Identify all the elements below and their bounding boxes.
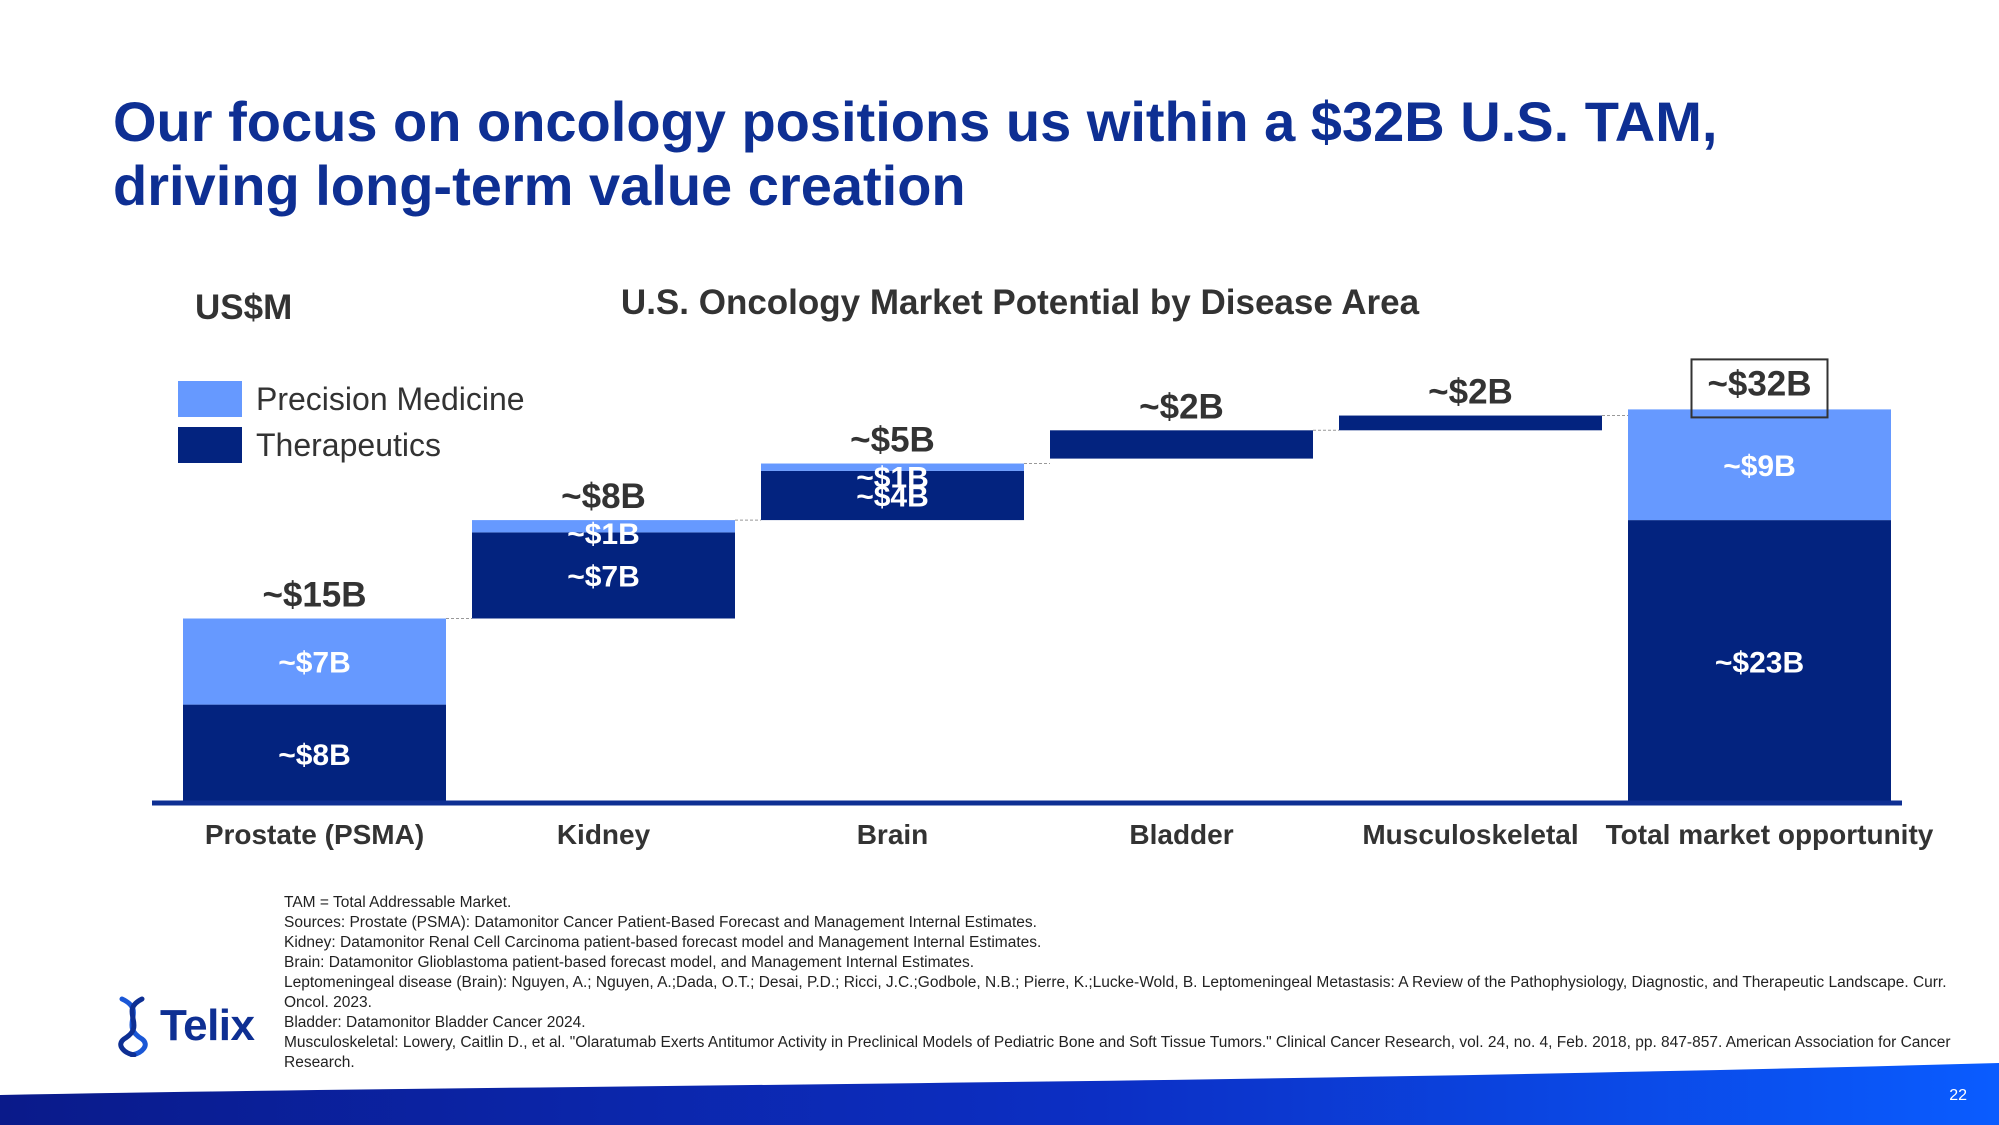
total-label: ~$5B [850, 421, 935, 460]
total-label: ~$32B [1707, 364, 1811, 403]
category-label: Prostate (PSMA) [205, 819, 424, 850]
bar-therapeutics [183, 704, 446, 803]
total-label: ~$2B [1428, 373, 1513, 412]
legend-item-therapeutics: Therapeutics [178, 422, 525, 468]
footnote: Kidney: Datamonitor Renal Cell Carcinoma… [284, 934, 1042, 951]
bar-precision-medicine [761, 463, 1024, 471]
footnote: TAM = Total Addressable Market. [284, 894, 512, 911]
footer-wave [0, 1063, 1999, 1125]
slide-title: Our focus on oncology positions us withi… [113, 90, 1718, 217]
chart-legend: Precision Medicine Therapeutics [178, 376, 525, 468]
footnote: Leptomeningeal disease (Brain): Nguyen, … [284, 974, 1947, 1011]
telix-helix-icon [118, 996, 148, 1057]
bar-therapeutics [1050, 430, 1313, 459]
segment-label-therapeutics: ~$4B [856, 481, 929, 514]
category-label: Bladder [1129, 819, 1233, 850]
chart-title: U.S. Oncology Market Potential by Diseas… [620, 283, 1420, 322]
legend-swatch-precision-medicine [178, 381, 242, 417]
segment-label-precision-medicine: ~$9B [1723, 450, 1796, 483]
segment-label-therapeutics: ~$8B [278, 739, 351, 772]
bar-precision-medicine [472, 520, 735, 533]
segment-label-precision-medicine: ~$7B [278, 647, 351, 680]
segment-label-therapeutics: ~$7B [567, 560, 640, 593]
footnote: Sources: Prostate (PSMA): Datamonitor Ca… [284, 914, 1037, 931]
segment-label-precision-medicine: ~$1B [856, 462, 929, 495]
legend-label-therapeutics: Therapeutics [256, 426, 441, 463]
telix-logo: Telix [112, 995, 255, 1057]
legend-item-precision-medicine: Precision Medicine [178, 376, 525, 422]
category-label: Musculoskeletal [1362, 819, 1578, 850]
unit-label: US$M [195, 288, 293, 327]
bar-therapeutics [761, 470, 1024, 521]
category-label: Brain [857, 819, 929, 850]
footnotes: TAM = Total Addressable Market. Sources:… [284, 893, 1984, 1073]
total-label: ~$2B [1139, 387, 1224, 426]
logo-wordmark: Telix [160, 1001, 255, 1050]
total-label-box [1690, 358, 1829, 419]
segment-label-precision-medicine: ~$1B [567, 518, 640, 551]
total-label: ~$15B [262, 576, 366, 615]
bar-precision-medicine [183, 618, 446, 705]
footnote: Brain: Datamonitor Glioblastoma patient-… [284, 954, 975, 971]
page-number: 22 [1949, 1087, 1967, 1104]
bar-therapeutics [472, 532, 735, 619]
legend-swatch-therapeutics [178, 427, 242, 463]
bar-precision-medicine [1628, 409, 1891, 521]
bar-therapeutics [1339, 415, 1602, 431]
category-label: Kidney [557, 819, 651, 850]
total-label: ~$8B [561, 477, 646, 516]
segment-label-therapeutics: ~$23B [1715, 647, 1804, 680]
footnote: Musculoskeletal: Lowery, Caitlin D., et … [284, 1034, 1951, 1071]
bar-therapeutics [1628, 520, 1891, 803]
legend-label-precision-medicine: Precision Medicine [256, 380, 525, 417]
category-label: Total market opportunity [1606, 819, 1934, 850]
footnote: Bladder: Datamonitor Bladder Cancer 2024… [284, 1014, 586, 1031]
